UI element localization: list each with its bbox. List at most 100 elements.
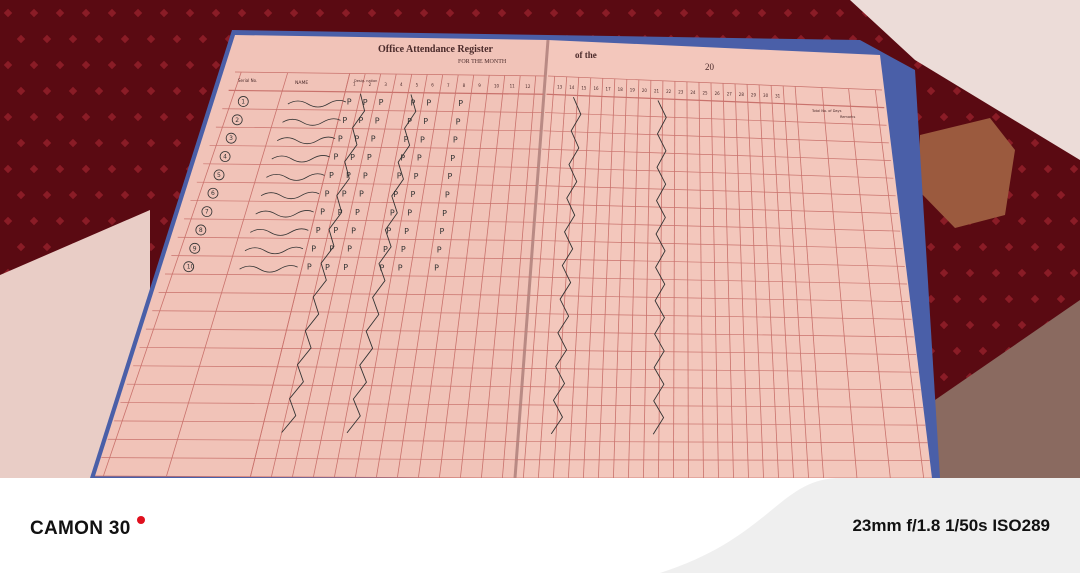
cloth-dot	[42, 86, 52, 96]
row-number-circle	[231, 114, 243, 126]
day-label: 16	[593, 86, 599, 91]
attendance-mark: P	[434, 264, 439, 273]
day-label: 18	[618, 87, 624, 92]
attendance-mark: P	[338, 134, 343, 143]
attendance-mark: P	[325, 189, 330, 198]
grid-row-line	[126, 383, 522, 387]
grid-row-line	[133, 365, 524, 369]
cloth-dot	[172, 86, 182, 96]
cloth-dot	[29, 60, 39, 70]
attendance-mark: P	[383, 245, 388, 254]
grid-row-line	[520, 404, 923, 408]
day-label: 1	[353, 82, 356, 87]
row-number: 1	[241, 98, 245, 105]
attendance-mark: P	[426, 99, 431, 108]
row-number-circle	[225, 132, 237, 144]
cloth-dot	[133, 60, 143, 70]
cloth-dot	[55, 60, 65, 70]
cloth-dot	[94, 34, 104, 44]
grid-row-line	[528, 313, 912, 320]
watermark-swoosh	[660, 478, 1080, 573]
cloth-dot	[120, 190, 130, 200]
grid-row-line	[526, 331, 914, 338]
attendance-mark: P	[379, 98, 384, 107]
day-label: 20	[642, 88, 648, 93]
red-dot-icon	[136, 516, 145, 524]
attendance-mark: P	[343, 263, 348, 272]
cloth-dot	[393, 8, 403, 18]
attendance-mark: P	[448, 172, 453, 181]
grid-row-line	[164, 273, 531, 278]
attendance-mark: P	[398, 263, 403, 272]
book-spine	[513, 39, 550, 478]
attendance-mark: P	[359, 190, 364, 199]
cloth-dot	[263, 8, 273, 18]
cloth-dot	[1004, 294, 1014, 304]
cloth-dot	[965, 320, 975, 330]
attendance-mark: P	[311, 244, 316, 253]
attendance-mark: P	[307, 263, 312, 272]
cloth-dot	[159, 216, 169, 226]
grid-row-line	[516, 459, 930, 461]
row-number: 3	[229, 135, 233, 142]
row-number: 2	[235, 117, 239, 124]
cloth-dot	[94, 190, 104, 200]
cloth-dot	[133, 112, 143, 122]
grid-row-line	[184, 218, 535, 223]
grid-row-line	[522, 386, 921, 391]
cloth-dot	[94, 138, 104, 148]
grid-row-line	[222, 108, 543, 113]
cloth-dot	[965, 268, 975, 278]
attendance-mark: P	[407, 208, 412, 217]
grid-row-line	[203, 163, 539, 168]
attendance-mark: P	[450, 154, 455, 163]
attendance-mark: P	[397, 172, 402, 181]
handwritten-name	[260, 191, 320, 200]
day-label: 27	[727, 91, 733, 96]
day-label: 3	[384, 82, 387, 87]
grid-row-line	[145, 328, 526, 333]
handwritten-name	[282, 118, 341, 126]
row-number: 8	[199, 227, 203, 234]
cloth-dot	[81, 164, 91, 174]
cloth-dot	[497, 8, 507, 18]
attendance-mark: P	[375, 116, 380, 125]
cloth-dot	[107, 216, 117, 226]
register-photo: Office Attendance Register FOR THE MONTH…	[0, 0, 1080, 478]
grid-row-line	[544, 112, 887, 126]
cloth-dot	[172, 34, 182, 44]
day-labels: 1 2 3 4 5 6 7 8 9 10 11 12 13 14 15 16 17 18 19 20 21 22 23 24 2…	[353, 82, 781, 99]
attendance-mark: P	[410, 190, 415, 199]
row-number-circle	[219, 151, 231, 162]
row-number: 5	[217, 172, 221, 179]
day-label: 9	[478, 83, 481, 88]
grid-row-line	[139, 347, 525, 351]
day-label: 28	[739, 92, 745, 97]
attendance-mark: P	[316, 226, 321, 235]
cloth-dot	[94, 86, 104, 96]
grid-row-line	[547, 75, 883, 91]
cloth-dot	[68, 190, 78, 200]
grid-row-line	[538, 185, 896, 197]
attendance-mark: P	[417, 154, 422, 163]
day-label: 24	[690, 90, 696, 95]
day-label: 11	[510, 84, 516, 89]
holiday-zigzag	[652, 100, 667, 435]
attendance-mark: P	[439, 227, 444, 236]
attendance-mark: P	[442, 209, 447, 218]
cloth-dot	[55, 8, 65, 18]
camera-watermark-bar: CAMON 30 23mm f/1.8 1/50s ISO289	[0, 478, 1080, 573]
floor	[935, 300, 1080, 478]
cloth-dot	[445, 8, 455, 18]
attendance-mark: P	[355, 208, 360, 217]
grid-row-line	[171, 255, 532, 260]
cloth-dot	[120, 86, 130, 96]
row-number-circle	[237, 96, 249, 107]
attendance-mark: P	[325, 263, 330, 272]
cloth-dot	[55, 112, 65, 122]
grid-row-line	[152, 310, 528, 314]
cloth-dot	[146, 190, 156, 200]
attendance-mark: P	[363, 171, 368, 180]
cloth-dot	[939, 372, 949, 382]
row-number-circle	[189, 242, 201, 254]
